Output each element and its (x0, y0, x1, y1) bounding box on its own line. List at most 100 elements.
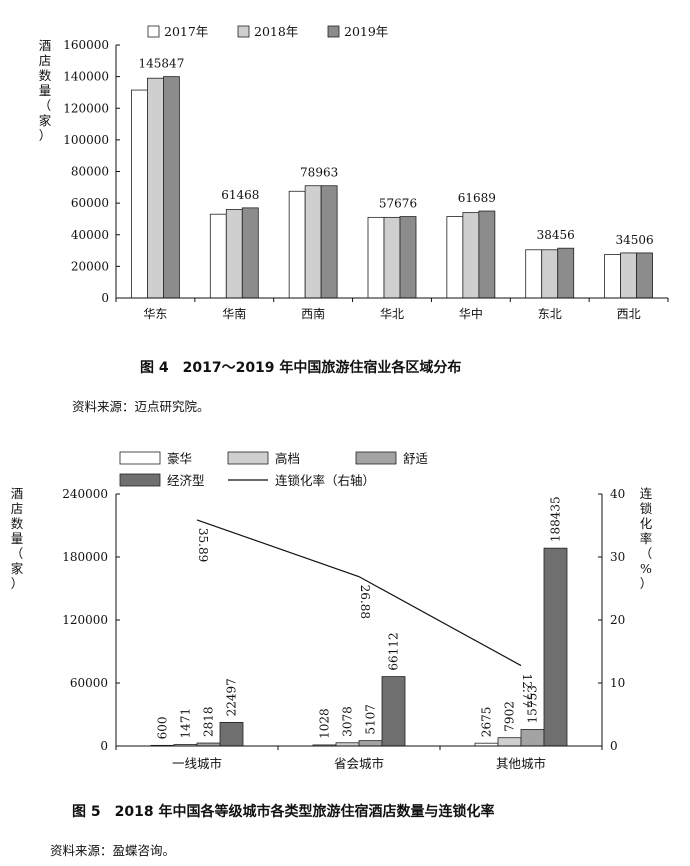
chart2-source: 资料来源：盈蝶咨询。 (50, 843, 176, 858)
chart2-y2label: 连锁化率（%） (640, 486, 653, 591)
chart2-y2axis: 0 10 20 30 40 (598, 487, 625, 753)
chart1-source: 资料来源：迈点研究院。 (72, 399, 210, 414)
chart-2: 酒店数量（家） 连锁化率（%） 060000120000180000240000… (11, 451, 653, 771)
x-tick-label: 华北 (380, 307, 404, 321)
bar-value-label: 1028 (318, 708, 332, 739)
y-axis-label-char: 店 (11, 501, 24, 516)
y-axis-label-char: 量 (39, 83, 52, 98)
y2-axis-label-char: 连 (640, 486, 653, 501)
y-axis-label-char: 量 (11, 531, 24, 546)
bar (525, 249, 543, 299)
y2-axis-label-char: % (640, 561, 652, 576)
bar (636, 252, 653, 299)
y-axis-label-char: 家 (39, 113, 52, 128)
y-tick-label: 20000 (71, 259, 109, 273)
chart1-legend: 2017年 2018年 2019年 (147, 24, 388, 39)
bar (147, 77, 164, 299)
chart2-line: 35.89 26.88 12.77 (196, 519, 534, 708)
bar-value-label: 61468 (221, 188, 259, 202)
y2-tick-label: 0 (610, 739, 618, 753)
line-value-label: 26.88 (358, 585, 372, 619)
bar (320, 185, 338, 299)
bar (381, 676, 406, 747)
y-tick-label: 160000 (63, 38, 109, 52)
bar (604, 254, 621, 299)
legend-label: 舒适 (403, 451, 428, 466)
bar (131, 89, 148, 299)
bar-value-label: 2675 (480, 707, 494, 738)
bar-value-label: 3078 (341, 706, 355, 737)
x-tick-label: 华中 (459, 306, 483, 321)
bar (225, 209, 243, 299)
legend-swatch (227, 451, 269, 465)
chart1-ylabel: 酒店数量（家） (39, 38, 52, 143)
y2-axis-label-char: 化 (640, 516, 653, 531)
bar (288, 190, 306, 299)
x-tick-label: 西南 (301, 306, 325, 321)
y2-axis-label-char: （ (640, 546, 653, 561)
y-tick-label: 120000 (63, 101, 109, 115)
bar (478, 210, 496, 299)
y-axis-label-char: 家 (11, 561, 24, 576)
y2-tick-label: 10 (610, 676, 625, 690)
y-tick-label: 140000 (63, 70, 109, 84)
bar (367, 216, 385, 299)
y2-tick-label: 20 (610, 613, 625, 627)
chart1-caption: 图 4 2017～2019 年中国旅游住宿业各区域分布 (140, 360, 462, 376)
y-axis-label-char: 店 (39, 53, 52, 68)
x-tick-label: 华南 (222, 306, 246, 321)
bar (358, 740, 383, 747)
bar (446, 216, 464, 299)
bar-value-label: 7902 (503, 701, 517, 732)
bar (541, 249, 559, 299)
bar-value-label: 61689 (458, 191, 496, 205)
chart2-xaxis: 一线城市 省会城市 其他城市 (115, 745, 603, 771)
bar-value-label: 34506 (615, 233, 653, 247)
legend-label: 连锁化率（右轴） (275, 473, 375, 488)
bar (557, 247, 575, 299)
y2-tick-label: 40 (610, 487, 625, 501)
x-tick-label: 华东 (143, 307, 167, 321)
y-axis-label-char: ） (11, 576, 24, 591)
y-tick-label: 120000 (62, 613, 108, 627)
bar (209, 213, 227, 299)
bar (219, 721, 244, 747)
legend-swatch (119, 473, 161, 487)
chart1-bars (131, 76, 653, 299)
y-axis-label-char: 数 (39, 68, 52, 83)
legend-swatch (147, 25, 160, 38)
chart2-bars: 600 1471 2818 22497 1028 3078 5107 66112 2675 790… (150, 496, 568, 747)
bar-value-label: 15753 (526, 685, 540, 723)
legend-label: 2018年 (254, 24, 298, 39)
chart1-xaxis: 华东 华南 西南 华北 华中 东北 西北 (115, 297, 669, 321)
chart2-ylabel: 酒店数量（家） (11, 486, 24, 591)
y-tick-label: 0 (100, 739, 108, 753)
bar (304, 185, 322, 299)
y-tick-label: 240000 (62, 487, 108, 501)
legend-label: 2019年 (344, 24, 388, 39)
y-axis-label-char: ） (39, 128, 52, 143)
x-tick-label: 省会城市 (334, 756, 384, 771)
legend-swatch (237, 25, 250, 38)
y2-tick-label: 30 (610, 550, 625, 564)
y-axis-label-char: 酒 (39, 38, 52, 53)
x-tick-label: 一线城市 (172, 756, 222, 771)
chart-1: 酒店数量（家） 0 20000 40000 60000 80000 100000 12000… (39, 24, 669, 321)
y2-axis-label-char: 率 (640, 531, 653, 546)
legend-label: 高档 (275, 451, 300, 466)
x-tick-label: 其他城市 (496, 756, 546, 771)
y-tick-label: 60000 (70, 676, 108, 690)
y-axis-label-char: 酒 (11, 486, 24, 501)
chain-rate-line (196, 519, 522, 667)
legend-label: 豪华 (167, 451, 192, 466)
bar-value-label: 57676 (379, 197, 417, 211)
bar (383, 216, 401, 299)
bar-value-label: 38456 (537, 228, 575, 242)
bar-value-label: 1471 (179, 708, 193, 739)
bar (163, 76, 180, 299)
y-axis-label-char: 数 (11, 516, 24, 531)
y-tick-label: 40000 (71, 228, 109, 242)
y-tick-label: 180000 (62, 550, 108, 564)
y-tick-label: 60000 (71, 196, 109, 210)
